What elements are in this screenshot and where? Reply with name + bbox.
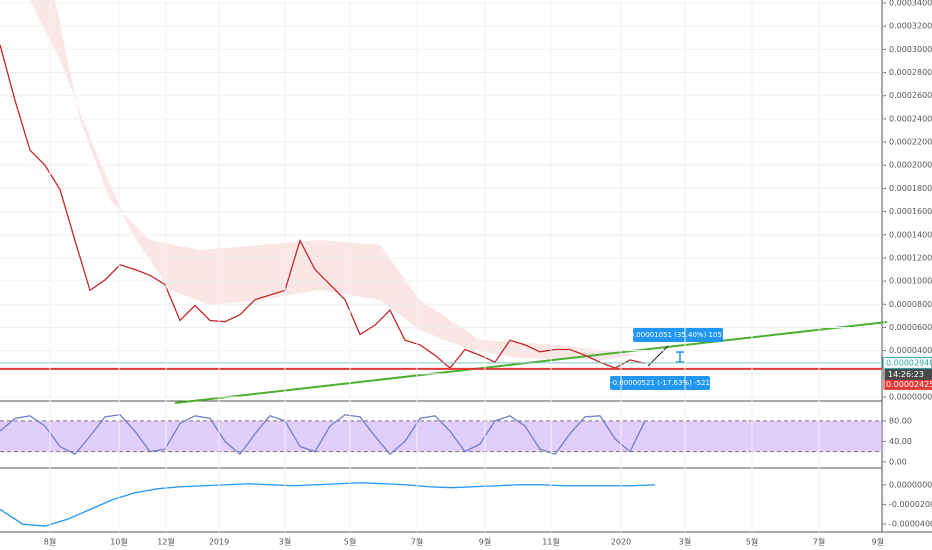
- x-tick-label: 12월: [157, 537, 175, 547]
- x-tick-label: 5월: [746, 537, 758, 547]
- range-marker: [676, 351, 684, 363]
- price-tag-label: 0.00002940: [886, 358, 932, 367]
- countdown-tag: [883, 368, 932, 380]
- series-line: [0, 414, 646, 456]
- x-tick-label: 2019: [209, 538, 229, 547]
- cloud: [30, 0, 640, 360]
- y-tick-label: -0.00002000: [889, 500, 932, 509]
- x-tick-label: 3월: [679, 537, 691, 547]
- price-tag-label: 0.00002425: [886, 380, 932, 389]
- x-tick-label: 2020: [611, 538, 631, 547]
- band: [0, 420, 882, 452]
- x-tick-label: 9월: [479, 537, 491, 547]
- x-tick-label: 10월: [110, 537, 128, 547]
- x-tick-label: 11월: [542, 537, 560, 547]
- x-tick-label: 9월: [872, 537, 884, 547]
- y-tick-label: 40.00: [889, 437, 912, 446]
- y-tick-label: 0.00: [889, 457, 907, 466]
- series-line: [0, 44, 646, 369]
- x-tick-label: 8월: [44, 537, 56, 547]
- measure-label: -0.00000521 (-17.63%) -521: [610, 379, 710, 387]
- series-line: [0, 482, 656, 527]
- x-tick-label: 5월: [344, 537, 356, 547]
- price-tag: [882, 356, 932, 369]
- measure-label: 0.00001051 (35.40%) 1051: [630, 331, 727, 339]
- x-tick-label: 7월: [411, 537, 423, 547]
- measure-box: [633, 328, 723, 342]
- x-tick-label: 3월: [279, 537, 291, 547]
- y-tick-label: 80.00: [889, 416, 912, 425]
- countdown: 14:26:23: [888, 370, 924, 379]
- x-tick-label: 7월: [813, 537, 825, 547]
- price-tag: [883, 378, 932, 390]
